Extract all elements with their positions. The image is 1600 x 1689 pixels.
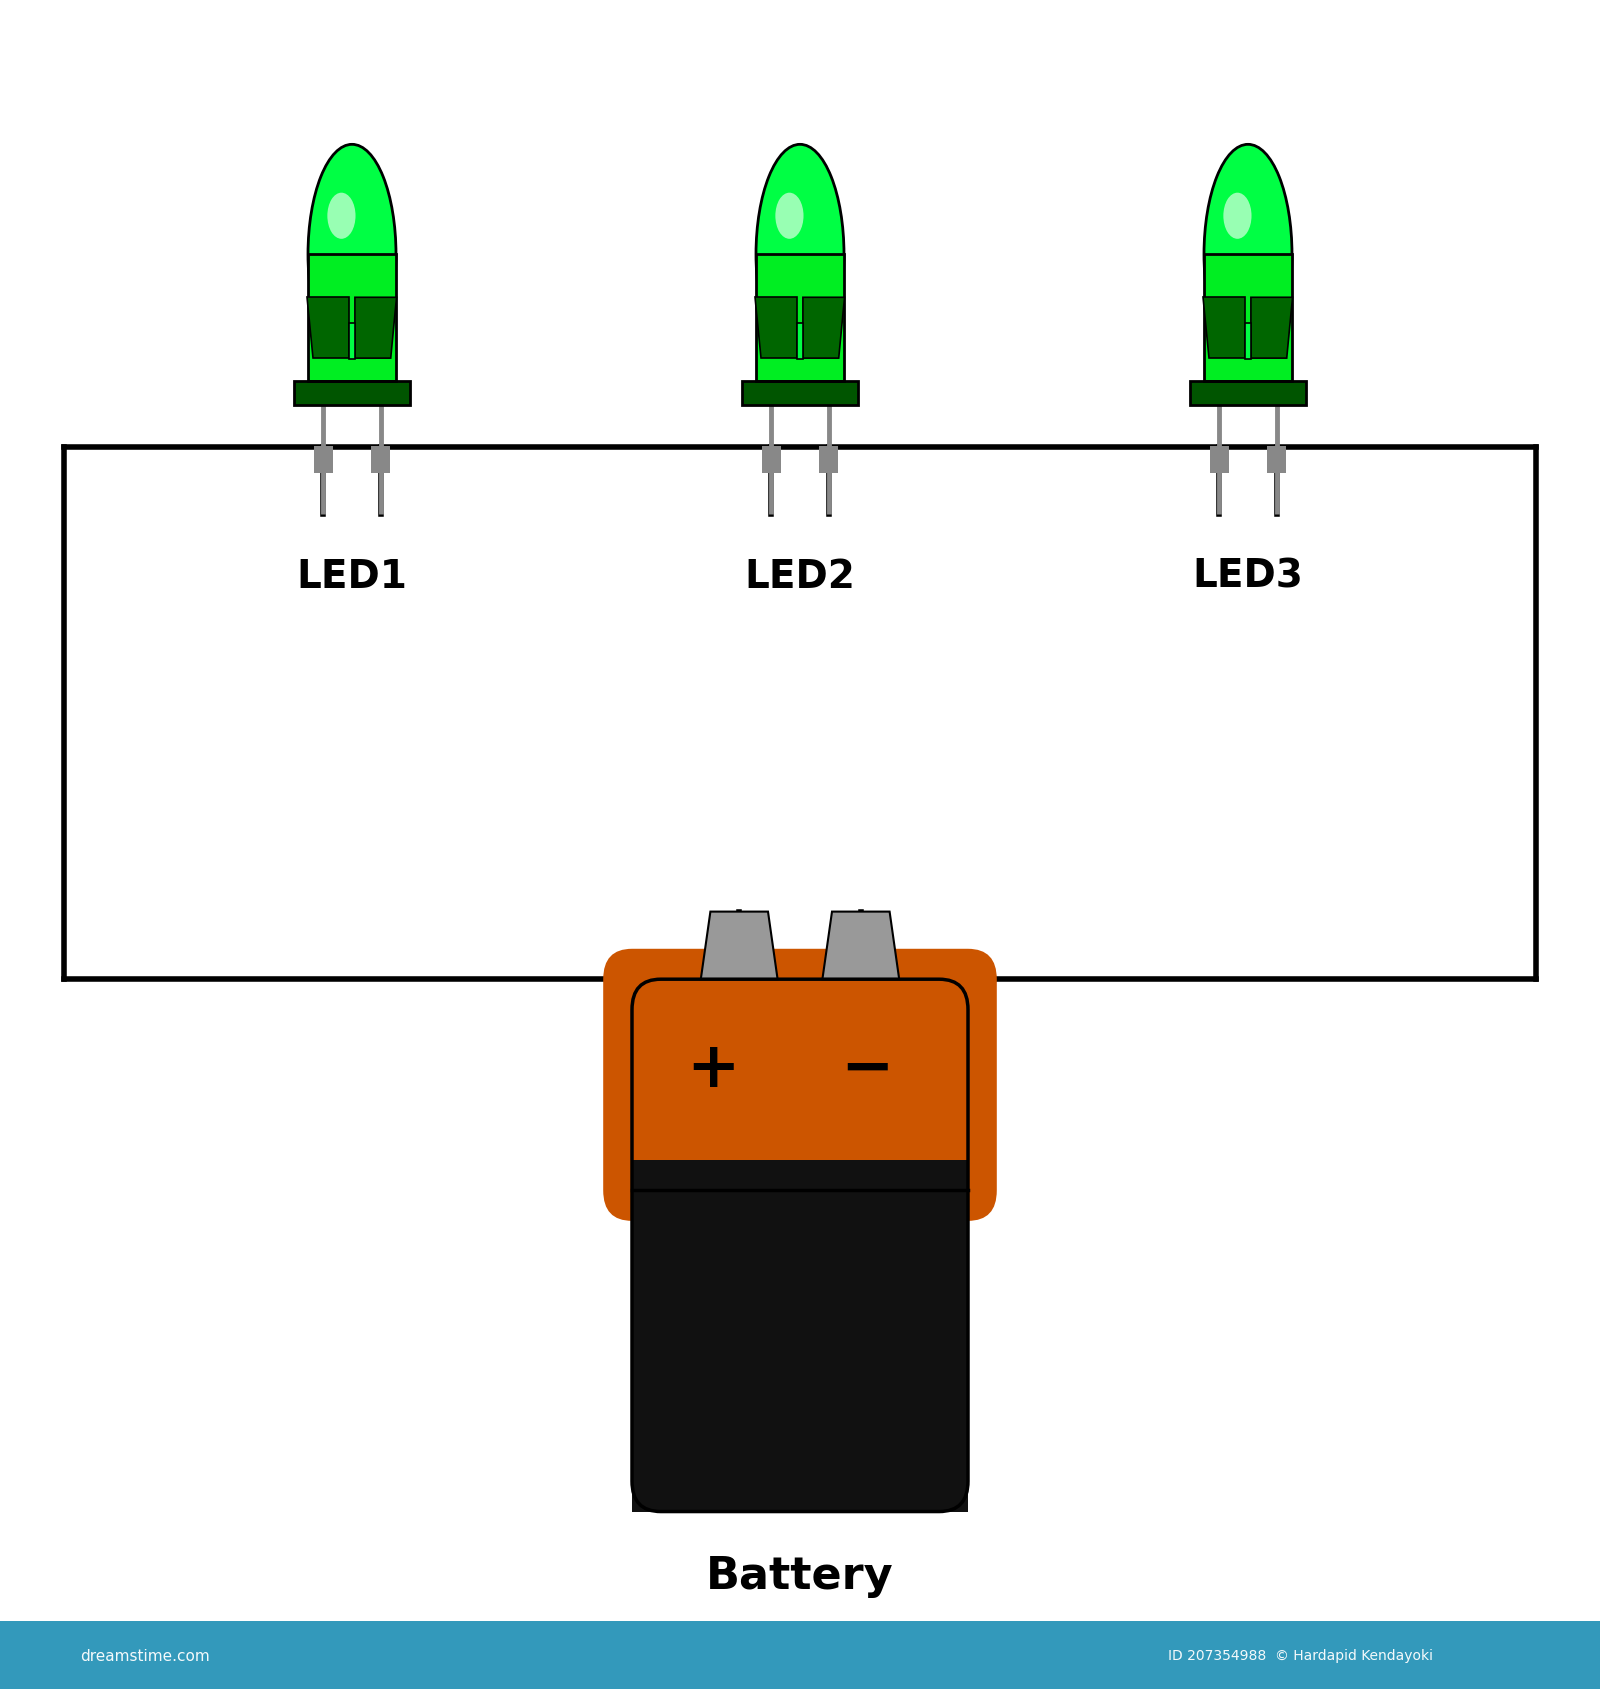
Polygon shape [307,297,349,360]
Polygon shape [1203,297,1245,360]
Bar [371,446,390,473]
Bar [349,324,355,360]
Bar [797,324,803,360]
Bar [762,446,781,473]
Bar [1245,324,1251,360]
Text: dreamstime.com: dreamstime.com [80,1648,210,1662]
Ellipse shape [776,194,803,240]
Bar [757,255,845,382]
FancyBboxPatch shape [632,1160,968,1512]
Bar [307,255,397,382]
Bar [294,382,410,405]
Bar [757,255,845,382]
Bar [1205,255,1293,382]
Text: +: + [686,1037,739,1100]
Polygon shape [822,912,899,980]
Text: LED2: LED2 [744,557,856,595]
Polygon shape [803,297,845,360]
FancyBboxPatch shape [661,980,939,1191]
Text: −: − [840,1037,894,1100]
Bar [742,382,858,405]
Polygon shape [755,297,797,360]
Bar [819,446,838,473]
Bar [1205,255,1293,382]
Bar [0,1621,1600,1689]
Polygon shape [701,912,778,980]
Bar [307,255,397,382]
Bar [314,446,333,473]
Polygon shape [1251,297,1293,360]
Polygon shape [355,297,397,360]
Text: Battery: Battery [706,1554,894,1596]
Ellipse shape [1224,194,1251,240]
Bar [1190,382,1306,405]
Bar [1267,446,1286,473]
Text: LED1: LED1 [296,557,408,595]
Text: ID 207354988  © Hardapid Kendayoki: ID 207354988 © Hardapid Kendayoki [1168,1648,1434,1662]
Ellipse shape [328,194,355,240]
Bar [1210,446,1229,473]
Text: LED3: LED3 [1192,557,1304,595]
FancyBboxPatch shape [603,949,997,1221]
Ellipse shape [1205,145,1293,365]
Ellipse shape [757,145,845,365]
Ellipse shape [307,145,397,365]
